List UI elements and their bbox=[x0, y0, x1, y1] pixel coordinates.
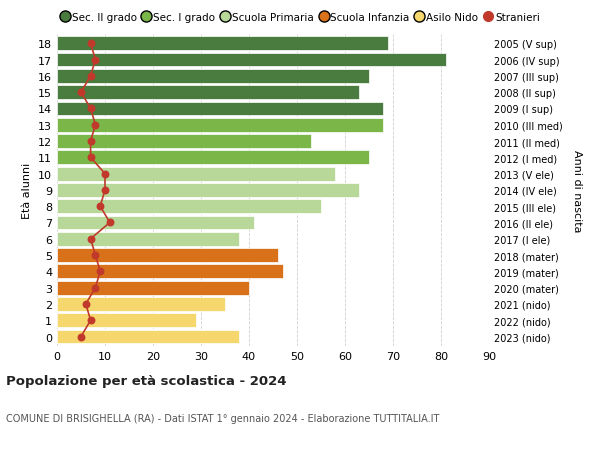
Text: COMUNE DI BRISIGHELLA (RA) - Dati ISTAT 1° gennaio 2024 - Elaborazione TUTTITALI: COMUNE DI BRISIGHELLA (RA) - Dati ISTAT … bbox=[6, 413, 439, 423]
Point bbox=[91, 284, 100, 292]
Bar bbox=[57, 281, 249, 295]
Bar bbox=[57, 265, 283, 279]
Bar bbox=[57, 168, 335, 181]
Bar bbox=[57, 118, 383, 132]
Point bbox=[86, 235, 95, 243]
Bar bbox=[57, 297, 225, 311]
Point bbox=[91, 252, 100, 259]
Bar bbox=[57, 330, 239, 344]
Point bbox=[86, 106, 95, 113]
Y-axis label: Anni di nascita: Anni di nascita bbox=[572, 149, 582, 232]
Point bbox=[100, 171, 110, 178]
Bar bbox=[57, 249, 278, 263]
Point bbox=[100, 187, 110, 194]
Point bbox=[86, 40, 95, 48]
Bar bbox=[57, 135, 311, 149]
Point bbox=[76, 89, 86, 96]
Legend: Sec. II grado, Sec. I grado, Scuola Primaria, Scuola Infanzia, Asilo Nido, Stran: Sec. II grado, Sec. I grado, Scuola Prim… bbox=[62, 13, 540, 23]
Point bbox=[95, 268, 105, 275]
Y-axis label: Età alunni: Età alunni bbox=[22, 162, 32, 218]
Bar bbox=[57, 232, 239, 246]
Point bbox=[95, 203, 105, 210]
Point bbox=[86, 317, 95, 324]
Text: Popolazione per età scolastica - 2024: Popolazione per età scolastica - 2024 bbox=[6, 374, 287, 387]
Bar bbox=[57, 216, 254, 230]
Bar bbox=[57, 54, 446, 67]
Bar bbox=[57, 200, 321, 213]
Bar bbox=[57, 151, 369, 165]
Point bbox=[91, 57, 100, 64]
Bar bbox=[57, 86, 359, 100]
Point bbox=[81, 301, 91, 308]
Point bbox=[105, 219, 115, 227]
Bar bbox=[57, 184, 359, 197]
Bar bbox=[57, 37, 388, 51]
Point bbox=[86, 73, 95, 80]
Bar bbox=[57, 70, 369, 84]
Point bbox=[76, 333, 86, 341]
Point bbox=[86, 138, 95, 146]
Point bbox=[86, 154, 95, 162]
Bar bbox=[57, 102, 383, 116]
Point bbox=[91, 122, 100, 129]
Bar bbox=[57, 313, 196, 327]
